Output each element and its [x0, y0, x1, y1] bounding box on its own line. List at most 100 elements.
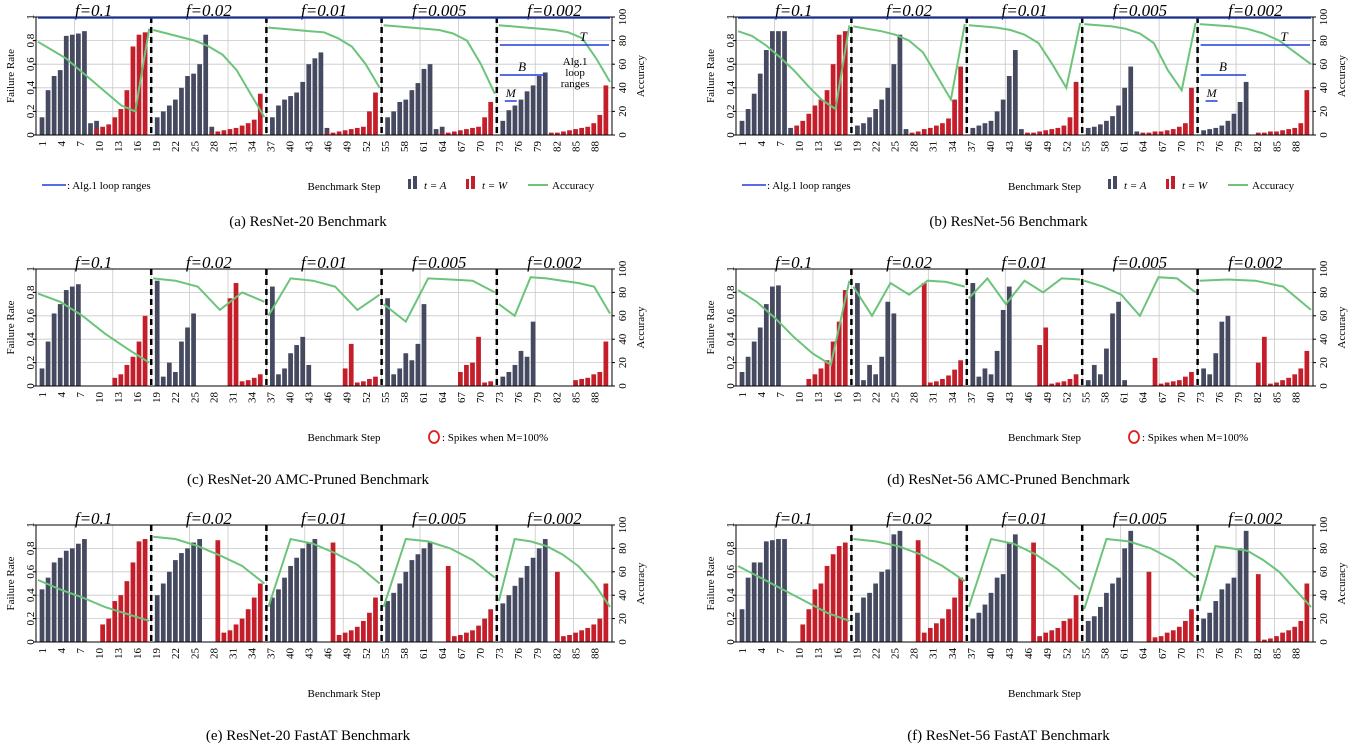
- bar-t-w: [457, 130, 463, 135]
- x-tick-label: 37: [966, 141, 978, 153]
- annotation-M: M: [505, 86, 517, 100]
- x-tick-label: 49: [342, 141, 354, 153]
- x-tick-label: 31: [928, 392, 940, 403]
- bar-t-a: [994, 350, 1000, 386]
- bar-t-a: [855, 612, 860, 642]
- bar-t-a: [988, 120, 994, 135]
- y2-tick-label: 20: [1318, 105, 1330, 117]
- bar-t-w: [1261, 639, 1267, 642]
- bar-t-a: [1122, 548, 1128, 642]
- bar-t-w: [548, 132, 554, 135]
- y-tick-label: 0: [25, 383, 37, 389]
- x-tick-label: 16: [132, 648, 144, 660]
- bar-t-a: [1201, 130, 1206, 135]
- bar-t-w: [457, 371, 463, 386]
- bar-t-w: [952, 99, 957, 135]
- x-tick-label: 7: [775, 141, 787, 147]
- bar-t-a: [1085, 620, 1091, 642]
- x-tick-label: 70: [1176, 141, 1188, 153]
- x-tick-label: 4: [56, 141, 68, 147]
- bar-t-a: [1097, 124, 1103, 135]
- bar-t-w: [591, 374, 597, 386]
- y-tick-label: 1: [725, 266, 737, 272]
- bar-t-w: [597, 618, 603, 642]
- x-tick-label: 28: [909, 392, 921, 404]
- x-tick-label: 7: [75, 648, 87, 654]
- y-tick-label: 0.2: [25, 105, 37, 119]
- bar-t-w: [342, 368, 348, 386]
- bar-t-w: [106, 618, 112, 642]
- bar-t-a: [433, 129, 439, 135]
- x-tick-label: 43: [1004, 141, 1016, 153]
- bar-t-w: [245, 380, 251, 386]
- bar-t-a: [397, 368, 403, 386]
- bar-t-a: [276, 374, 281, 386]
- x-tick-label: 1: [37, 648, 49, 654]
- bar-t-w: [142, 539, 148, 642]
- x-tick-label: 37: [265, 392, 277, 404]
- x-tick-label: 70: [475, 648, 487, 660]
- bar-t-w: [112, 117, 118, 135]
- bar-t-w: [1189, 609, 1194, 642]
- y-tick-label: 0.4: [725, 588, 737, 602]
- y-tick-label: 1: [725, 522, 737, 528]
- x-tick-label: 40: [285, 392, 297, 404]
- x-tick-label: 55: [1080, 141, 1092, 153]
- y-tick-label: 0.2: [725, 612, 737, 626]
- y-tick-label: 0.6: [725, 57, 737, 71]
- accuracy-line: [37, 579, 150, 622]
- bar-t-w: [1152, 131, 1158, 135]
- bar-t-a: [185, 548, 190, 642]
- f-label: f=0.002: [527, 509, 582, 528]
- x-tick-label: 19: [851, 141, 863, 153]
- x-tick-label: 64: [437, 392, 449, 404]
- y-tick-label: 0.6: [725, 308, 737, 322]
- plot-frame: [35, 524, 613, 643]
- x-tick-label: 13: [813, 648, 825, 660]
- bar-t-w: [1183, 376, 1188, 386]
- x-tick-label: 85: [1271, 648, 1283, 660]
- x-tick-label: 88: [589, 648, 601, 660]
- x-tick-label: 16: [832, 648, 844, 660]
- bar-t-w: [451, 131, 457, 135]
- bar-t-w: [227, 129, 233, 135]
- bar-t-w: [1170, 630, 1176, 642]
- bar-t-w: [251, 597, 257, 642]
- x-tick-label: 34: [947, 141, 959, 153]
- bar-t-w: [1037, 636, 1042, 642]
- plot-frame: [735, 268, 1314, 387]
- bar-t-a: [1091, 616, 1097, 642]
- x-tick-label: 7: [75, 392, 87, 398]
- x-tick-label: 52: [1061, 141, 1073, 152]
- bar-t-w: [1189, 87, 1194, 135]
- bar-t-a: [518, 350, 524, 386]
- bar-t-a: [270, 286, 275, 386]
- bar-t-a: [879, 356, 885, 386]
- x-tick-label: 22: [870, 648, 882, 659]
- bar-t-a: [745, 356, 751, 386]
- y-tick-label: 0.4: [725, 332, 737, 346]
- x-tick-label: 76: [1214, 392, 1226, 404]
- y2-tick-label: 20: [1318, 613, 1330, 625]
- bar-t-a: [763, 541, 769, 642]
- x-tick-label: 79: [1233, 392, 1245, 404]
- bar-t-a: [891, 534, 897, 642]
- bar-t-a: [1225, 583, 1231, 642]
- bar-t-a: [166, 571, 172, 642]
- x-tick-label: 7: [75, 141, 87, 147]
- x-tick-label: 46: [1023, 392, 1035, 404]
- f-label: f=0.005: [1113, 509, 1167, 528]
- bar-t-w: [348, 343, 354, 386]
- x-tick-label: 22: [170, 648, 182, 659]
- x-tick-label: 46: [1023, 648, 1035, 660]
- y-tick-label: 0.8: [25, 541, 37, 555]
- bar-t-a: [1000, 99, 1006, 135]
- x-tick-label: 79: [532, 141, 544, 153]
- bar-t-w: [603, 85, 609, 135]
- y-tick-label: 0.2: [725, 105, 737, 119]
- bar-t-w: [1298, 123, 1304, 135]
- bar-t-a: [324, 127, 330, 135]
- x-tick-label: 52: [361, 392, 373, 403]
- x-tick-label: 67: [1157, 141, 1169, 153]
- x-tick-label: 37: [966, 392, 978, 404]
